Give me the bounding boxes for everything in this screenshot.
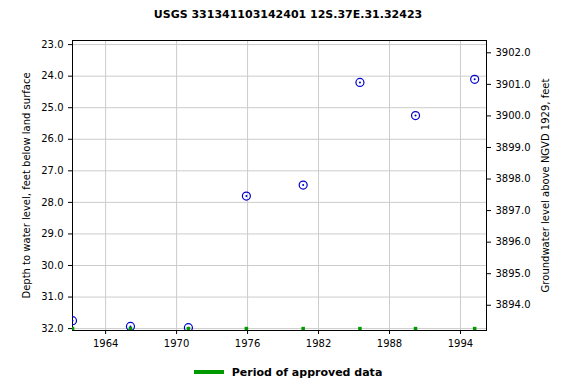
svg-text:Depth to water level, feet bel: Depth to water level, feet below land su… [21, 72, 32, 298]
svg-text:30.0: 30.0 [41, 260, 63, 271]
svg-text:3899.0: 3899.0 [496, 142, 531, 153]
svg-text:25.0: 25.0 [41, 102, 63, 113]
svg-text:24.0: 24.0 [41, 70, 63, 81]
svg-text:32.0: 32.0 [41, 323, 63, 334]
svg-text:1994: 1994 [448, 338, 473, 349]
svg-text:26.0: 26.0 [41, 133, 63, 144]
svg-text:3901.0: 3901.0 [496, 79, 531, 90]
svg-text:1982: 1982 [306, 338, 331, 349]
svg-text:3897.0: 3897.0 [496, 205, 531, 216]
svg-text:3902.0: 3902.0 [496, 47, 531, 58]
svg-text:3900.0: 3900.0 [496, 110, 531, 121]
svg-text:1976: 1976 [235, 338, 260, 349]
svg-text:1970: 1970 [164, 338, 189, 349]
html-text:Period of approved data: Period of approved data [231, 365, 383, 379]
svg-text:29.0: 29.0 [41, 228, 63, 239]
svg-text:Groundwater level above NGVD 1: Groundwater level above NGVD 1929, feet [540, 79, 551, 293]
svg-text:27.0: 27.0 [41, 165, 63, 176]
svg-text:3896.0: 3896.0 [496, 236, 531, 247]
svg-text:3894.0: 3894.0 [496, 299, 531, 310]
svg-text:1988: 1988 [377, 338, 402, 349]
svg-text:28.0: 28.0 [41, 197, 63, 208]
svg-text:3895.0: 3895.0 [496, 268, 531, 279]
svg-text:31.0: 31.0 [41, 291, 63, 302]
svg-text:23.0: 23.0 [41, 39, 63, 50]
html-text:USGS 331341103142401 12S.37E.3: USGS 331341103142401 12S.37E.31.32423 [153, 8, 423, 21]
svg-text:3898.0: 3898.0 [496, 173, 531, 184]
svg-text:1964: 1964 [93, 338, 118, 349]
